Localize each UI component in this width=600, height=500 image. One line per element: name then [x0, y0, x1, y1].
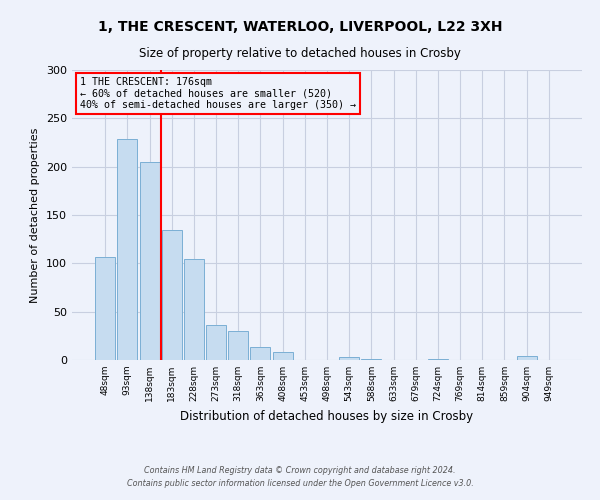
Bar	[272, 352, 293, 360]
Bar	[118, 138, 137, 360]
Bar	[228, 331, 248, 360]
Text: Contains HM Land Registry data © Crown copyright and database right 2024.
Contai: Contains HM Land Registry data © Crown c…	[127, 466, 473, 487]
Y-axis label: Number of detached properties: Number of detached properties	[31, 128, 40, 302]
Bar	[184, 260, 204, 360]
Bar	[140, 162, 160, 360]
Bar	[162, 230, 182, 360]
Bar	[361, 359, 382, 360]
Bar	[206, 325, 226, 360]
Bar	[517, 356, 536, 360]
Text: 1, THE CRESCENT, WATERLOO, LIVERPOOL, L22 3XH: 1, THE CRESCENT, WATERLOO, LIVERPOOL, L2…	[98, 20, 502, 34]
Text: Size of property relative to detached houses in Crosby: Size of property relative to detached ho…	[139, 48, 461, 60]
Text: 1 THE CRESCENT: 176sqm
← 60% of detached houses are smaller (520)
40% of semi-de: 1 THE CRESCENT: 176sqm ← 60% of detached…	[80, 77, 356, 110]
Bar	[250, 348, 271, 360]
X-axis label: Distribution of detached houses by size in Crosby: Distribution of detached houses by size …	[181, 410, 473, 422]
Bar	[95, 256, 115, 360]
Bar	[339, 357, 359, 360]
Bar	[428, 359, 448, 360]
